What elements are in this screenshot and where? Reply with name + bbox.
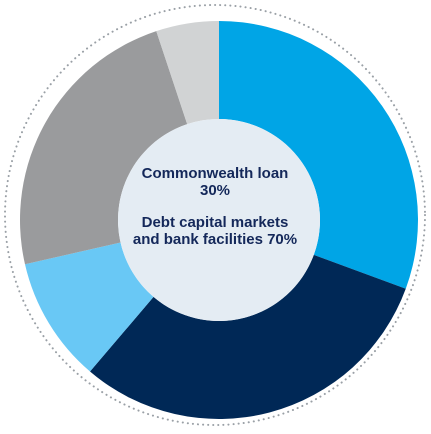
donut-slices [19,21,418,419]
donut-slice-2 [90,254,406,419]
debt-capital-markets-label: Debt capital markets and bank facilities… [132,214,298,248]
commonwealth-loan-label: Commonwealth loan 30% [141,165,289,199]
donut-center [118,119,320,321]
dotted-outline-ring [4,4,426,426]
donut-slice-3 [24,242,154,372]
donut-slice-1 [219,21,418,289]
donut-slice-4 [19,31,188,265]
donut-slice-5 [156,21,219,125]
